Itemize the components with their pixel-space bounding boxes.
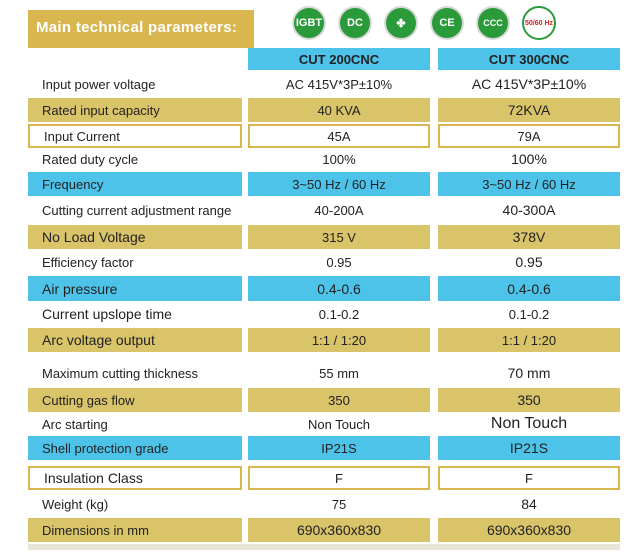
row-value-cut200: 75	[331, 496, 347, 512]
row-value-cut300: 0.1-0.2	[508, 306, 550, 322]
table-row: Dimensions in mm 690x360x830 690x360x830	[28, 518, 620, 542]
row-value-cut300: 72KVA	[438, 98, 620, 122]
row-value-cut200: 690x360x830	[248, 518, 430, 542]
row-label: No Load Voltage	[28, 225, 242, 249]
table-row: Frequency 3~50 Hz / 60 Hz 3~50 Hz / 60 H…	[28, 172, 620, 196]
fan-icon: ✤	[384, 6, 418, 40]
row-label: Cutting current adjustment range	[42, 202, 232, 218]
row-value-cut200: 0.95	[326, 254, 352, 270]
row-value-cut300: 3~50 Hz / 60 Hz	[438, 172, 620, 196]
table-row: No Load Voltage 315 V 378V	[28, 225, 620, 249]
row-label: Dimensions in mm	[28, 518, 242, 542]
ccc-icon-label: CCC	[483, 18, 503, 28]
table-row: Input power voltage AC 415V*3P±10% AC 41…	[28, 72, 620, 96]
row-value-cut200: 45A	[248, 124, 430, 148]
row-value-cut300: 690x360x830	[438, 518, 620, 542]
row-value-cut300: 1:1 / 1:20	[438, 328, 620, 352]
row-value-cut200: F	[248, 466, 430, 490]
row-label: Frequency	[28, 172, 242, 196]
table-row: Air pressure 0.4-0.6 0.4-0.6	[28, 276, 620, 301]
row-value-cut300: 100%	[511, 151, 547, 167]
table-row: Current upslope time 0.1-0.2 0.1-0.2	[28, 302, 620, 326]
ccc-icon: CCC	[476, 6, 510, 40]
row-value-cut200: 55 mm	[319, 365, 359, 381]
row-value-cut200: Non Touch	[308, 416, 370, 432]
row-value-cut200: 350	[248, 388, 430, 412]
row-value-cut300: AC 415V*3P±10%	[471, 76, 587, 92]
igbt-icon: IGBT	[292, 6, 326, 40]
row-value-cut200: IP21S	[248, 436, 430, 460]
row-value-cut200: 40-200A	[314, 202, 364, 218]
row-label: Arc starting	[42, 416, 108, 432]
row-value-cut300: 40-300A	[502, 202, 556, 218]
section-title-banner: Main technical parameters:	[28, 10, 254, 48]
certification-badges: IGBT DC ✤ CE CCC 50/60 Hz	[292, 6, 562, 44]
row-value-cut200: 0.1-0.2	[318, 306, 360, 322]
hz-icon-label: 50/60 Hz	[524, 19, 554, 27]
row-value-cut300: 0.95	[515, 254, 543, 270]
row-value-cut300: IP21S	[438, 436, 620, 460]
row-label: Input power voltage	[42, 76, 156, 92]
row-label: Weight (kg)	[42, 496, 109, 512]
row-value-cut300: 378V	[438, 225, 620, 249]
ce-icon-label: CE	[439, 17, 455, 29]
column-header-cut300: CUT 300CNC	[438, 48, 620, 70]
row-label: Shell protection grade	[28, 436, 242, 460]
igbt-icon-label: IGBT	[295, 17, 323, 29]
table-row: Rated input capacity 40 KVA 72KVA	[28, 98, 620, 122]
column-header-cut200: CUT 200CNC	[248, 48, 430, 70]
row-label: Insulation Class	[28, 466, 242, 490]
row-value-cut300: 70 mm	[507, 365, 551, 381]
table-row: Efficiency factor 0.95 0.95	[28, 250, 620, 274]
row-value-cut300: 0.4-0.6	[438, 276, 620, 301]
table-row: Input Current 45A 79A	[28, 124, 620, 148]
row-value-cut300: 350	[438, 388, 620, 412]
table-row: Arc voltage output 1:1 / 1:20 1:1 / 1:20	[28, 328, 620, 352]
row-value-cut300: Non Touch	[490, 415, 568, 432]
row-value-cut300: 79A	[438, 124, 620, 148]
row-label: Current upslope time	[42, 306, 172, 322]
table-header-row: CUT 200CNC CUT 300CNC	[28, 48, 620, 70]
table-bottom-shadow	[28, 544, 620, 550]
row-value-cut200: 0.4-0.6	[248, 276, 430, 301]
row-label: Air pressure	[28, 276, 242, 301]
table-row: Maximum cutting thickness 55 mm 70 mm	[28, 360, 620, 386]
table-row: Cutting current adjustment range 40-200A…	[28, 198, 620, 222]
row-value-cut200: AC 415V*3P±10%	[285, 76, 393, 92]
row-label: Arc voltage output	[28, 328, 242, 352]
fan-icon-label: ✤	[396, 17, 406, 30]
row-label: Rated duty cycle	[42, 151, 139, 167]
hz-icon: 50/60 Hz	[522, 6, 556, 40]
row-value-cut200: 40 KVA	[248, 98, 430, 122]
row-value-cut200: 3~50 Hz / 60 Hz	[248, 172, 430, 196]
row-label: Maximum cutting thickness	[42, 365, 199, 381]
dc-icon-label: DC	[347, 17, 363, 29]
row-value-cut200: 315 V	[248, 225, 430, 249]
ce-icon: CE	[430, 6, 464, 40]
table-row: Weight (kg) 75 84	[28, 492, 620, 516]
table-row: Shell protection grade IP21S IP21S	[28, 436, 620, 460]
row-value-cut300: 84	[521, 496, 537, 512]
section-title: Main technical parameters:	[36, 19, 238, 36]
table-row: Insulation Class F F	[28, 466, 620, 490]
row-label: Input Current	[28, 124, 242, 148]
row-label: Rated input capacity	[28, 98, 242, 122]
row-value-cut200: 100%	[322, 151, 356, 167]
row-label: Cutting gas flow	[28, 388, 242, 412]
row-value-cut200: 1:1 / 1:20	[248, 328, 430, 352]
table-row: Cutting gas flow 350 350	[28, 388, 620, 412]
row-label: Efficiency factor	[42, 254, 134, 270]
row-value-cut300: F	[438, 466, 620, 490]
dc-icon: DC	[338, 6, 372, 40]
table-row: Rated duty cycle 100% 100%	[28, 148, 620, 170]
table-row: Arc starting Non Touch Non Touch	[28, 412, 620, 436]
